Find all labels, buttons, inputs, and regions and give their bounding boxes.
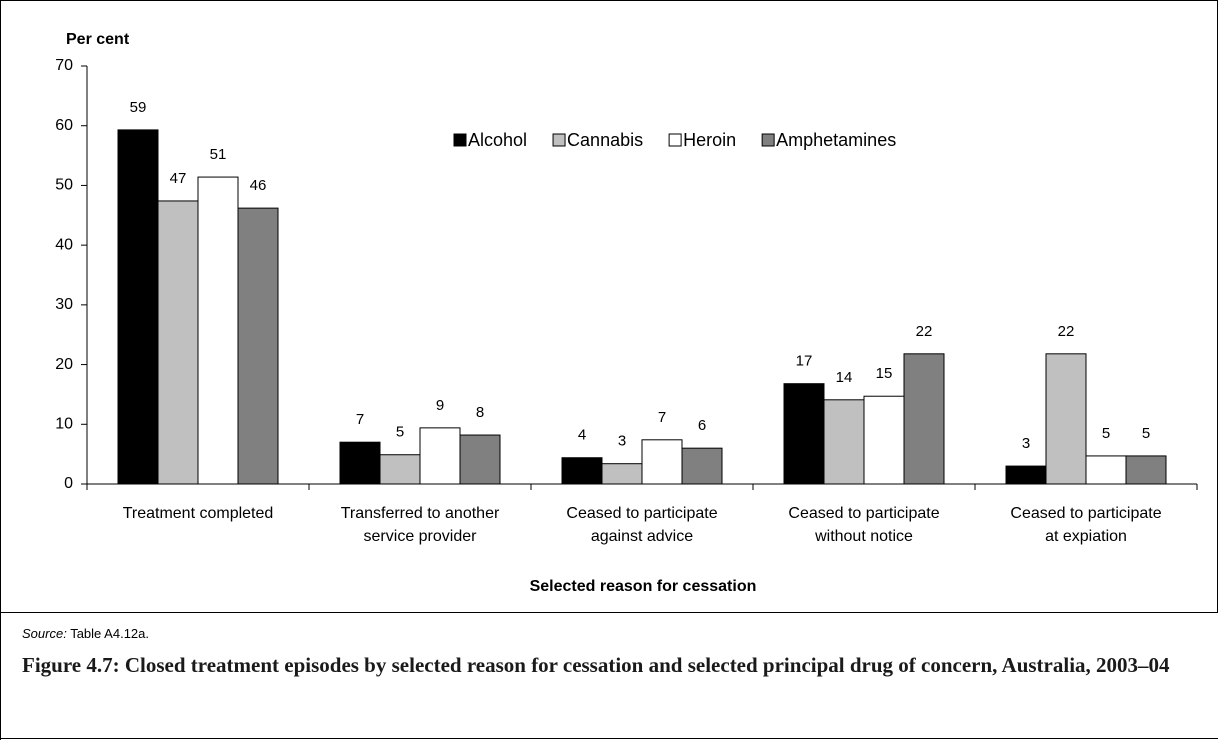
data-label: 4 xyxy=(578,427,586,444)
source-label: Source: xyxy=(22,626,67,641)
data-label: 9 xyxy=(436,397,444,414)
x-tick-label: Treatment completed xyxy=(123,505,274,522)
legend-swatch xyxy=(668,133,682,147)
frame-line xyxy=(0,738,1218,739)
y-tick-label: 40 xyxy=(55,236,73,253)
data-label: 59 xyxy=(130,99,147,116)
x-tick-label: Ceased to participate xyxy=(788,505,939,522)
bar xyxy=(197,176,239,485)
x-tick-label: service provider xyxy=(364,528,478,545)
bar xyxy=(339,441,381,485)
y-tick-label: 50 xyxy=(55,177,73,194)
bar xyxy=(157,200,199,485)
bar xyxy=(237,207,279,485)
data-label: 3 xyxy=(1022,435,1030,452)
legend-label: Cannabis xyxy=(567,130,643,150)
bar xyxy=(1045,353,1087,485)
bar xyxy=(783,383,825,485)
y-axis-label: Per cent xyxy=(66,31,130,48)
bar xyxy=(459,434,501,485)
data-label: 3 xyxy=(618,433,626,450)
bar xyxy=(641,439,683,485)
y-tick-label: 70 xyxy=(55,57,73,74)
bar xyxy=(1125,455,1167,485)
data-label: 47 xyxy=(170,170,187,187)
data-label: 22 xyxy=(1058,323,1075,340)
data-label: 17 xyxy=(796,353,813,370)
bar xyxy=(419,427,461,485)
source-text: Table A4.12a. xyxy=(70,626,149,641)
data-label: 6 xyxy=(698,417,706,434)
source: Source: Table A4.12a. xyxy=(22,626,149,641)
x-tick-label: at expiation xyxy=(1045,528,1127,545)
data-label: 15 xyxy=(876,365,893,382)
data-label: 14 xyxy=(836,369,853,386)
y-tick-label: 10 xyxy=(55,416,73,433)
legend-label: Alcohol xyxy=(468,130,527,150)
bar xyxy=(601,463,643,485)
data-label: 5 xyxy=(1142,425,1150,442)
bar xyxy=(1005,465,1047,485)
bar xyxy=(823,399,865,485)
y-tick-label: 20 xyxy=(55,356,73,373)
data-label: 5 xyxy=(1102,425,1110,442)
y-tick-label: 0 xyxy=(64,475,73,492)
bar xyxy=(681,447,723,485)
x-tick-label: without notice xyxy=(814,528,913,545)
data-label: 7 xyxy=(658,409,666,426)
x-tick-label: Ceased to participate xyxy=(566,505,717,522)
x-tick-label: Ceased to participate xyxy=(1010,505,1161,522)
data-label: 8 xyxy=(476,404,484,421)
legend-label: Amphetamines xyxy=(776,130,896,150)
data-label: 51 xyxy=(210,146,227,163)
bar xyxy=(863,395,905,485)
legend-swatch xyxy=(552,133,566,147)
y-tick-label: 60 xyxy=(55,117,73,134)
x-axis-label: Selected reason for cessation xyxy=(530,578,757,595)
bar xyxy=(561,457,603,485)
bar xyxy=(903,353,945,485)
x-tick-label: against advice xyxy=(591,528,693,545)
chart: Per cent Selected reason for cessation 0… xyxy=(0,0,1218,613)
bar xyxy=(379,454,421,485)
x-tick-label: Transferred to another xyxy=(341,505,500,522)
chart-border xyxy=(0,0,1218,613)
legend-swatch xyxy=(761,133,775,147)
bar xyxy=(117,129,159,485)
data-label: 5 xyxy=(396,424,404,441)
legend-swatch xyxy=(453,133,467,147)
bar xyxy=(1085,455,1127,485)
y-tick-label: 30 xyxy=(55,296,73,313)
caption: Figure 4.7: Closed treatment episodes by… xyxy=(22,653,1170,677)
data-label: 22 xyxy=(916,323,933,340)
data-label: 7 xyxy=(356,411,364,428)
legend-label: Heroin xyxy=(683,130,736,150)
data-label: 46 xyxy=(250,177,267,194)
